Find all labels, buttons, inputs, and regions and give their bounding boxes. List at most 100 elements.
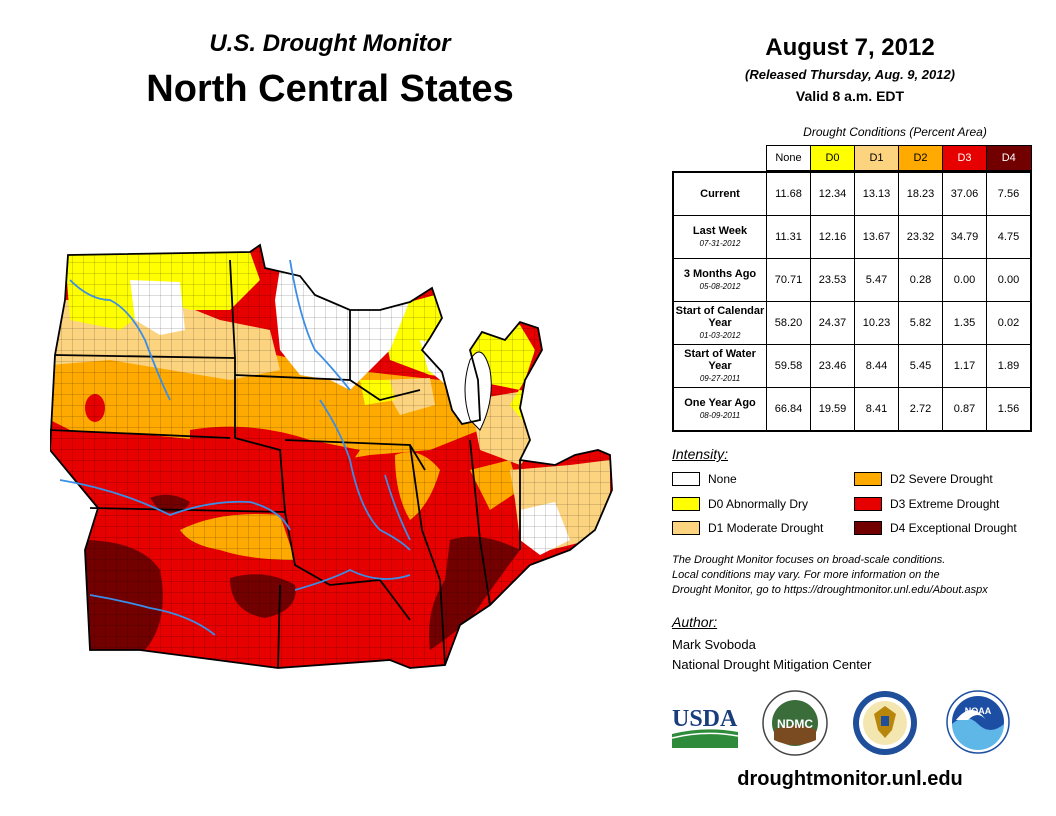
table-cell: 23.46: [810, 344, 855, 388]
table-cell: 58.20: [766, 301, 811, 345]
legend-label: D3 Extreme Drought: [890, 497, 1000, 511]
table-body: Current 11.68 12.34 13.13 18.23 37.06 7.56 Last…: [672, 171, 1032, 432]
legend-item-d3: D3 Extreme Drought: [854, 496, 999, 512]
table-caption: Drought Conditions (Percent Area): [803, 125, 987, 139]
note-line: Drought Monitor, go to https://droughtmo…: [672, 584, 988, 596]
table-cell: 13.13: [854, 171, 899, 216]
legend-title: Intensity:: [672, 446, 729, 462]
legend-item-d1: D1 Moderate Drought: [672, 520, 823, 536]
river: [384, 474, 411, 541]
drought-areas: [50, 245, 612, 668]
release-date: (Released Thursday, Aug. 9, 2012): [745, 67, 955, 82]
valid-time: Valid 8 a.m. EDT: [795, 88, 905, 104]
table-row: Last Week 07-31-2012 11.31 12.16 13.67 23.32 3…: [672, 215, 1032, 259]
table-cell: 11.31: [766, 215, 811, 259]
table-cell: 23.32: [898, 215, 943, 259]
table-cell: 12.16: [810, 215, 855, 259]
legend-label: None: [708, 472, 737, 486]
table-cell: 0.02: [986, 301, 1032, 345]
legend-label: D2 Severe Drought: [890, 472, 993, 486]
usda-logo-text: USDA: [672, 706, 738, 732]
legend-item-d4: D4 Exceptional Drought: [854, 520, 1017, 536]
commerce-dept-seal: [852, 690, 918, 756]
table-cell: 34.79: [942, 215, 987, 259]
row-label: Start of Water Year 09-27-2011: [672, 344, 767, 388]
table-row: Start of Calendar Year 01-03-2012 58.20 24.…: [672, 301, 1032, 345]
row-label-text: Start of Water Year: [684, 347, 756, 372]
row-label-text: Current: [700, 187, 740, 200]
table-cell: 0.87: [942, 387, 987, 432]
legend-label: D1 Moderate Drought: [708, 521, 824, 535]
disclaimer-note: The Drought Monitor focuses on broad-sca…: [672, 553, 1042, 598]
author-label: Author:: [672, 614, 718, 630]
river: [89, 594, 216, 636]
row-label: 3 Months Ago 05-08-2012: [672, 258, 767, 302]
table-cell: 8.44: [854, 344, 899, 388]
table-cell: 37.06: [942, 171, 987, 216]
county-boundaries: [50, 245, 612, 668]
table-cell: 1.89: [986, 344, 1032, 388]
col-header: D3: [942, 145, 987, 173]
usda-logo: USDA: [671, 700, 739, 748]
row-label-text: Last Week: [692, 224, 748, 237]
table-cell: 4.75: [986, 215, 1032, 259]
table-cell: 13.67: [854, 215, 899, 259]
row-label-date: 08-09-2011: [699, 410, 741, 420]
legend-swatch: [854, 472, 882, 486]
row-label: One Year Ago 08-09-2011: [672, 387, 767, 432]
table-cell: 59.58: [766, 344, 811, 388]
row-label-text: 3 Months Ago: [683, 267, 757, 280]
table-row: One Year Ago 08-09-2011 66.84 19.59 8.41 2.72…: [672, 387, 1032, 432]
row-label-date: 05-08-2012: [699, 281, 741, 291]
table-cell: 5.47: [854, 258, 899, 302]
legend-swatch: [672, 521, 700, 535]
legend-label: D0 Abnormally Dry: [708, 497, 809, 511]
table-cell: 0.00: [942, 258, 987, 302]
table-cell: 19.59: [810, 387, 855, 432]
table-cell: 11.68: [766, 171, 811, 216]
row-label-text: One Year Ago: [684, 396, 756, 409]
author-name: Mark Svoboda: [672, 637, 756, 652]
row-label-text: Start of Calendar Year: [675, 304, 765, 329]
note-line: Local conditions may vary. For more info…: [672, 569, 940, 581]
table-cell: 23.53: [810, 258, 855, 302]
table-cell: 1.17: [942, 344, 987, 388]
row-label: Start of Calendar Year 01-03-2012: [672, 301, 767, 345]
legend-item-none: None: [672, 471, 737, 487]
river: [289, 259, 351, 391]
table-cell: 0.28: [898, 258, 943, 302]
drought-conditions-table: None D0 D1 D2 D3 D4 Current 11.68 12.34 13.…: [672, 145, 1032, 432]
river: [319, 399, 411, 551]
note-line: The Drought Monitor focuses on broad-sca…: [672, 554, 946, 566]
legend-item-d2: D2 Severe Drought: [854, 471, 993, 487]
ndmc-logo: NDMC: [762, 690, 828, 756]
map-date: August 7, 2012: [765, 34, 935, 61]
website-url[interactable]: droughtmonitor.unl.edu: [737, 768, 963, 790]
table-cell: 8.41: [854, 387, 899, 432]
row-label-date: 07-31-2012: [699, 238, 741, 248]
col-header: D1: [854, 145, 899, 173]
table-cell: 70.71: [766, 258, 811, 302]
noaa-logo-text: NOAA: [965, 706, 992, 716]
legend-swatch: [854, 497, 882, 511]
table-cell: 2.72: [898, 387, 943, 432]
col-header: D0: [810, 145, 855, 173]
river: [59, 479, 291, 531]
table-corner: [673, 146, 767, 172]
col-header: D2: [898, 145, 943, 173]
table-cell: 1.56: [986, 387, 1032, 432]
table-cell: 0.00: [986, 258, 1032, 302]
rivers: [59, 259, 411, 636]
drought-map: [50, 243, 613, 669]
table-row: Current 11.68 12.34 13.13 18.23 37.06 7.56: [672, 171, 1032, 216]
map-subtitle: U.S. Drought Monitor: [209, 30, 451, 57]
table-cell: 5.45: [898, 344, 943, 388]
table-cell: 10.23: [854, 301, 899, 345]
table-cell: 12.34: [810, 171, 855, 216]
noaa-logo: NOAA: [946, 690, 1010, 754]
table-cell: 24.37: [810, 301, 855, 345]
lake-superior: [390, 260, 520, 302]
legend-swatch: [854, 521, 882, 535]
state-borders: [50, 243, 613, 669]
table-cell: 7.56: [986, 171, 1032, 216]
